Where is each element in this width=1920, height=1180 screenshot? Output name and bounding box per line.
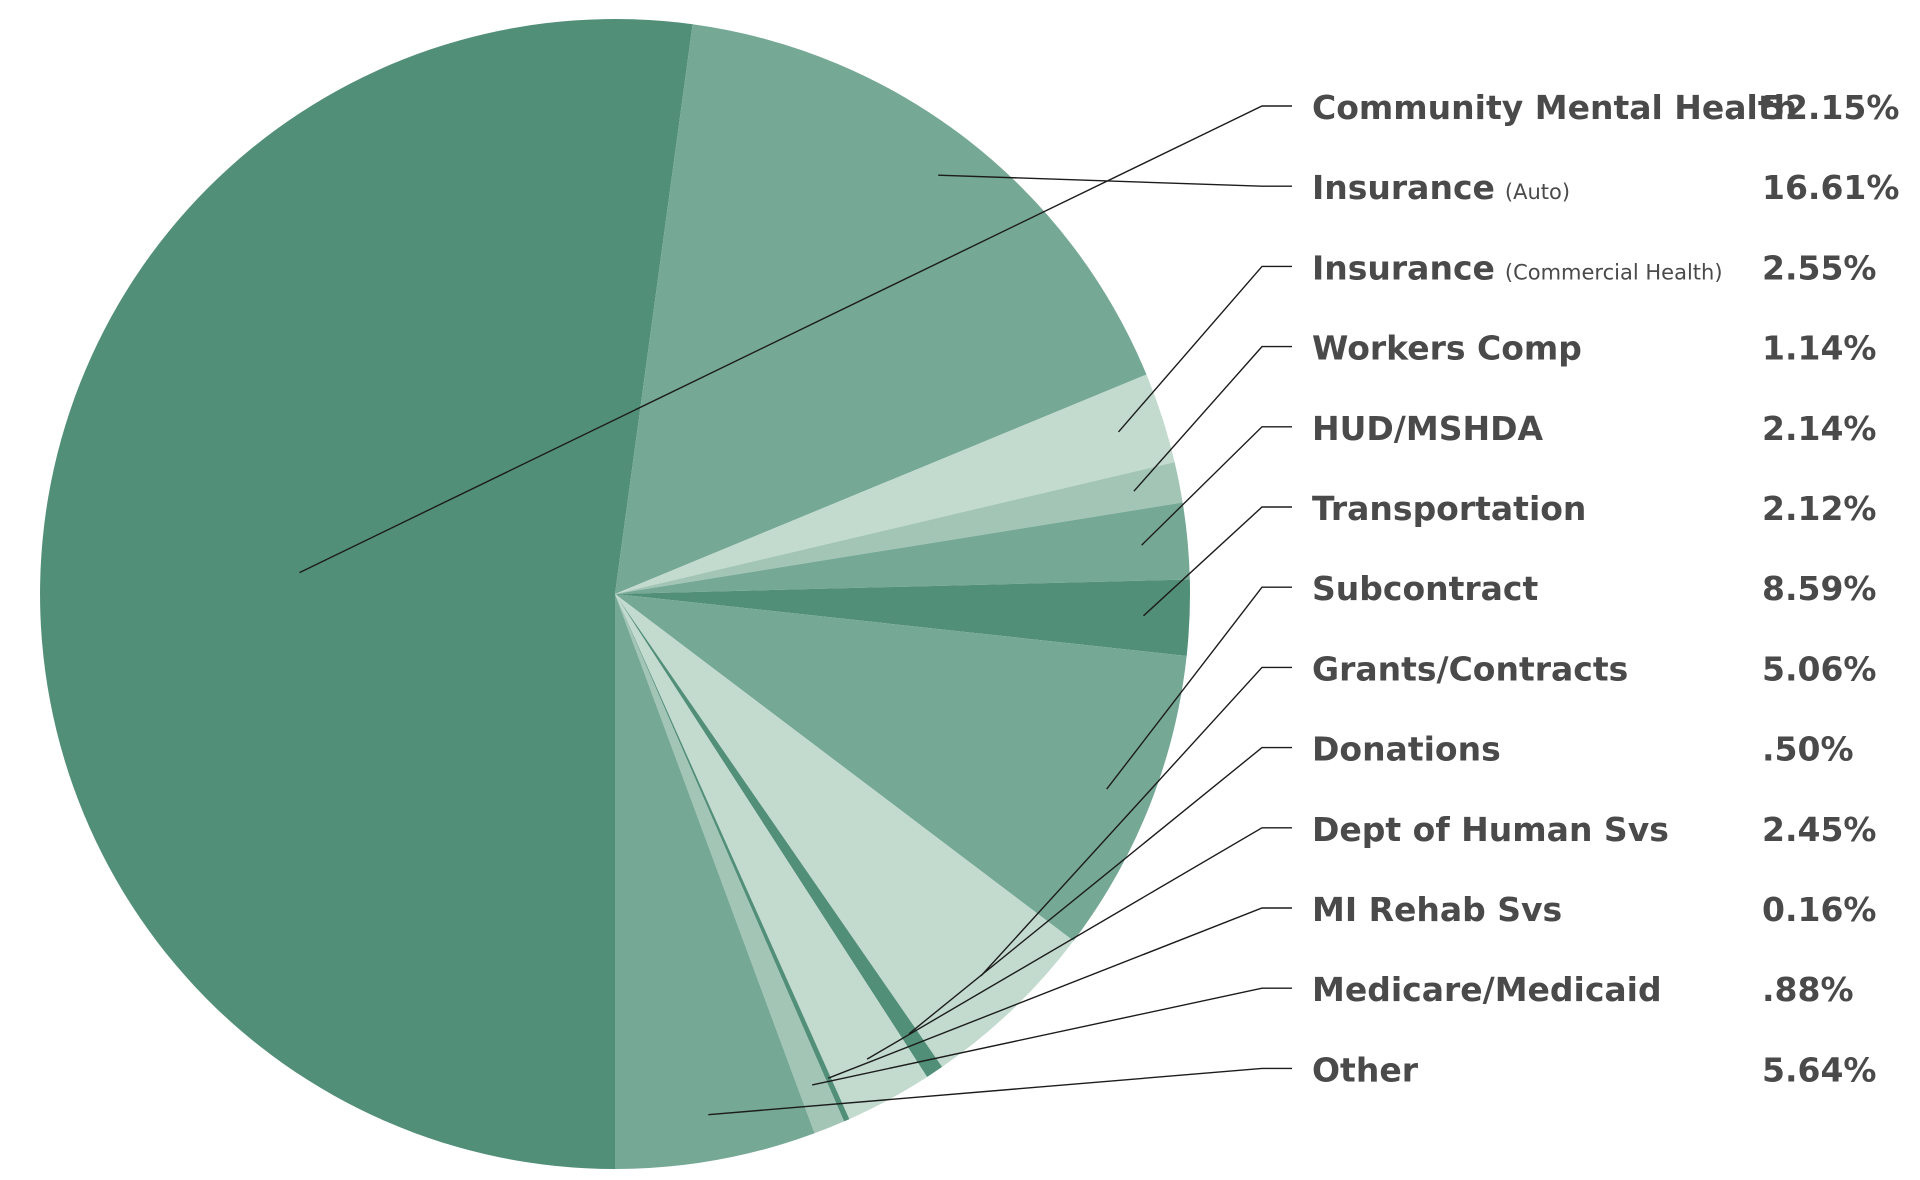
legend-label: Grants/Contracts xyxy=(1312,649,1628,688)
legend-value: 2.14% xyxy=(1762,409,1877,448)
legend-value: 5.64% xyxy=(1762,1050,1877,1089)
legend-label: Donations xyxy=(1312,730,1501,769)
leader-line xyxy=(866,827,1292,1060)
pie-slice-medicare-medicaid xyxy=(615,594,845,1134)
pie-slice-workers-comp xyxy=(615,462,1183,594)
legend-label: Insurance (Auto) xyxy=(1312,168,1570,207)
legend-label: Insurance (Commercial Health) xyxy=(1312,248,1723,287)
leader-line xyxy=(708,1067,1292,1116)
legend-value: 2.45% xyxy=(1762,810,1877,849)
leader-line xyxy=(1133,345,1292,492)
pie-slice-transportation xyxy=(615,579,1191,656)
legend-label: Workers Comp xyxy=(1312,329,1582,368)
leader-line xyxy=(1143,506,1292,617)
legend-value: .50% xyxy=(1762,730,1854,769)
pie-slice-other xyxy=(615,594,815,1169)
pie-slice-insurance-auto xyxy=(615,24,1147,594)
pie-slice-mi-rehab-svs xyxy=(615,594,850,1122)
leader-line xyxy=(980,666,1292,977)
pie-slice-insurance-commercial-health xyxy=(615,374,1175,594)
legend-value: 52.15% xyxy=(1762,88,1899,127)
pie-slice-dept-of-human-svs xyxy=(615,594,928,1120)
legend-value: 1.14% xyxy=(1762,329,1877,368)
leader-lines xyxy=(299,105,1292,1116)
legend-label: HUD/MSHDA xyxy=(1312,409,1543,448)
legend-label: Medicare/Medicaid xyxy=(1312,970,1662,1009)
legend-label-text: Transportation xyxy=(1312,489,1586,528)
legend-label-text: Workers Comp xyxy=(1312,329,1582,368)
leader-line xyxy=(1106,586,1292,790)
legend-value: 2.12% xyxy=(1762,489,1877,528)
legend-value: 2.55% xyxy=(1762,248,1877,287)
leader-line xyxy=(1117,265,1292,433)
leader-line xyxy=(827,907,1292,1079)
pie-slice-subcontract xyxy=(615,594,1187,941)
legend-label: Community Mental Health xyxy=(1312,88,1797,127)
legend-label: Other xyxy=(1312,1050,1419,1089)
legend-label-text: Medicare/Medicaid xyxy=(1312,970,1662,1009)
legend-label-text: Community Mental Health xyxy=(1312,88,1797,127)
legend-label-text: Donations xyxy=(1312,730,1501,769)
legend-label-text: HUD/MSHDA xyxy=(1312,409,1543,448)
legend-label-text: MI Rehab Svs xyxy=(1312,890,1562,929)
legend-label-text: Dept of Human Svs xyxy=(1312,810,1669,849)
leader-line xyxy=(938,174,1292,187)
leader-line xyxy=(812,987,1292,1086)
legend-label-text: Other xyxy=(1312,1050,1419,1089)
pie-slice-grants-contracts xyxy=(615,594,1074,1067)
legend-label-text: Subcontract xyxy=(1312,569,1538,608)
legend-value: 8.59% xyxy=(1762,569,1877,608)
leader-line xyxy=(1141,426,1292,546)
legend-value: 5.06% xyxy=(1762,649,1877,688)
legend-label-text: Insurance xyxy=(1312,248,1495,287)
legend-label: Subcontract xyxy=(1312,569,1538,608)
legend-label-qualifier: (Auto) xyxy=(1505,180,1570,204)
legend-value: 0.16% xyxy=(1762,890,1877,929)
legend-label: MI Rehab Svs xyxy=(1312,890,1562,929)
leader-line xyxy=(299,105,1292,574)
pie-slice-donations xyxy=(615,594,943,1077)
legend-value: .88% xyxy=(1762,970,1854,1009)
legend-label: Dept of Human Svs xyxy=(1312,810,1669,849)
pie-slices xyxy=(40,19,1191,1169)
legend-value: 16.61% xyxy=(1762,168,1899,207)
legend-label: Transportation xyxy=(1312,489,1586,528)
legend-label-text: Insurance xyxy=(1312,168,1495,207)
pie-slice-community-mental-health xyxy=(40,19,693,1169)
pie-slice-hud-mshda xyxy=(615,502,1190,594)
legend-label-text: Grants/Contracts xyxy=(1312,649,1628,688)
leader-line xyxy=(908,746,1292,1035)
legend-label-qualifier: (Commercial Health) xyxy=(1505,260,1723,284)
